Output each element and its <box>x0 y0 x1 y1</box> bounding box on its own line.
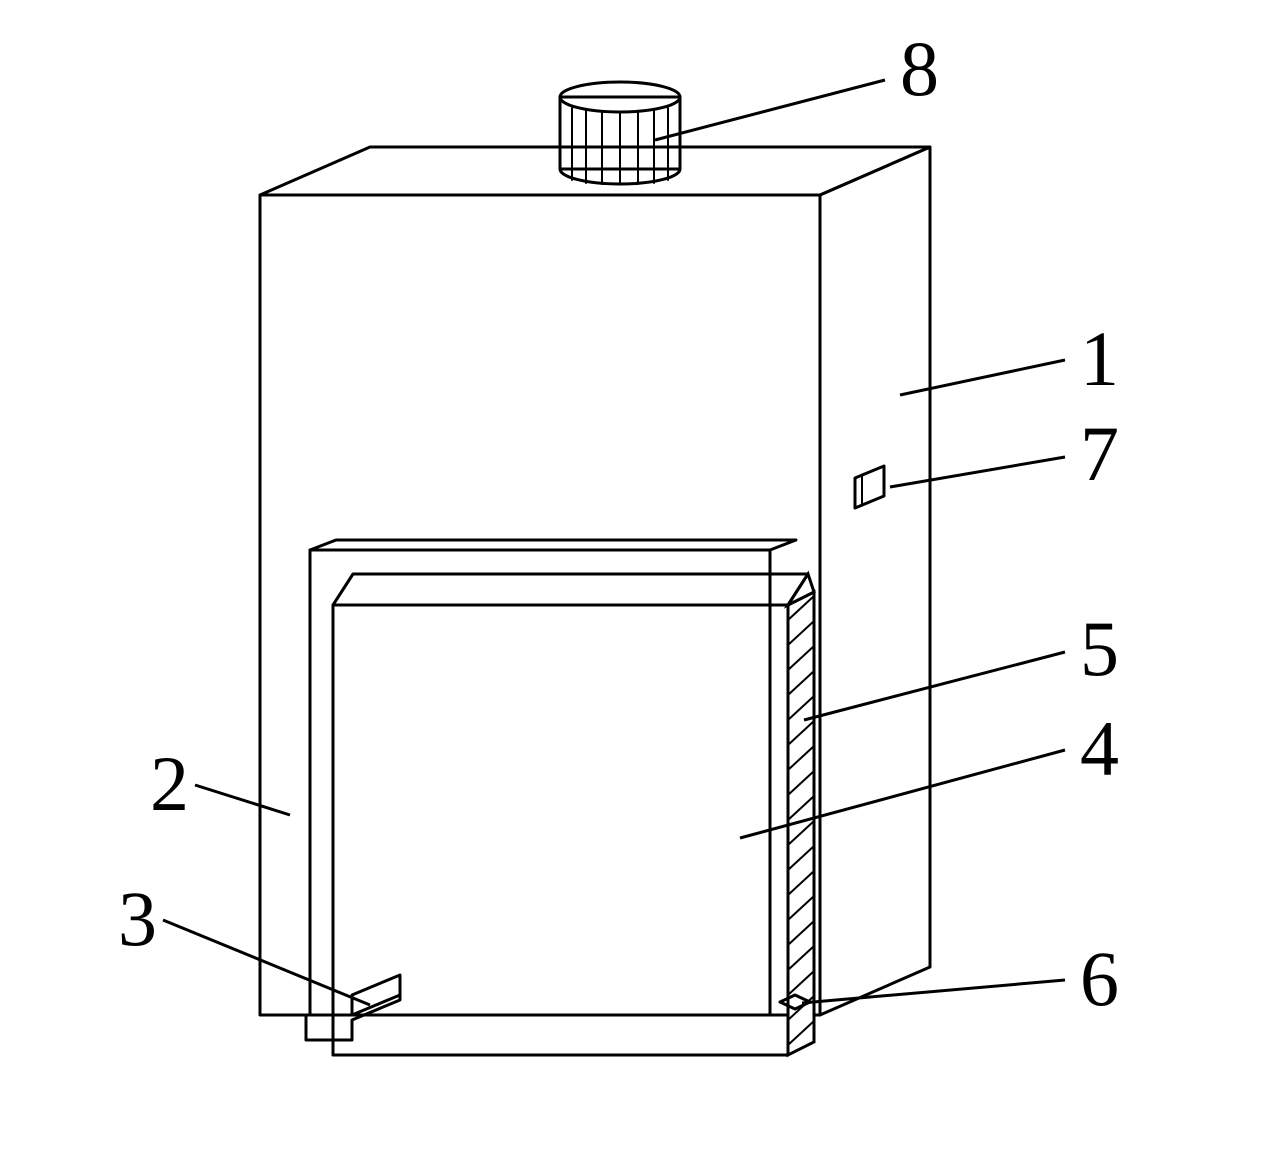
label-3: 3 <box>118 875 157 962</box>
label-2: 2 <box>150 740 189 827</box>
button-7 <box>855 466 884 508</box>
panel-4 <box>333 574 814 1055</box>
labels: 8 1 7 5 4 6 2 3 <box>118 25 1119 1022</box>
front-slot <box>310 540 796 1015</box>
label-6: 6 <box>1080 935 1119 1022</box>
label-4: 4 <box>1080 705 1119 792</box>
label-8: 8 <box>900 25 939 112</box>
label-5: 5 <box>1080 605 1119 692</box>
technical-drawing: 8 1 7 5 4 6 2 3 <box>0 0 1280 1151</box>
label-7: 7 <box>1080 410 1119 497</box>
label-1: 1 <box>1080 315 1119 402</box>
cap-8 <box>560 82 680 184</box>
body-1 <box>260 147 930 1015</box>
